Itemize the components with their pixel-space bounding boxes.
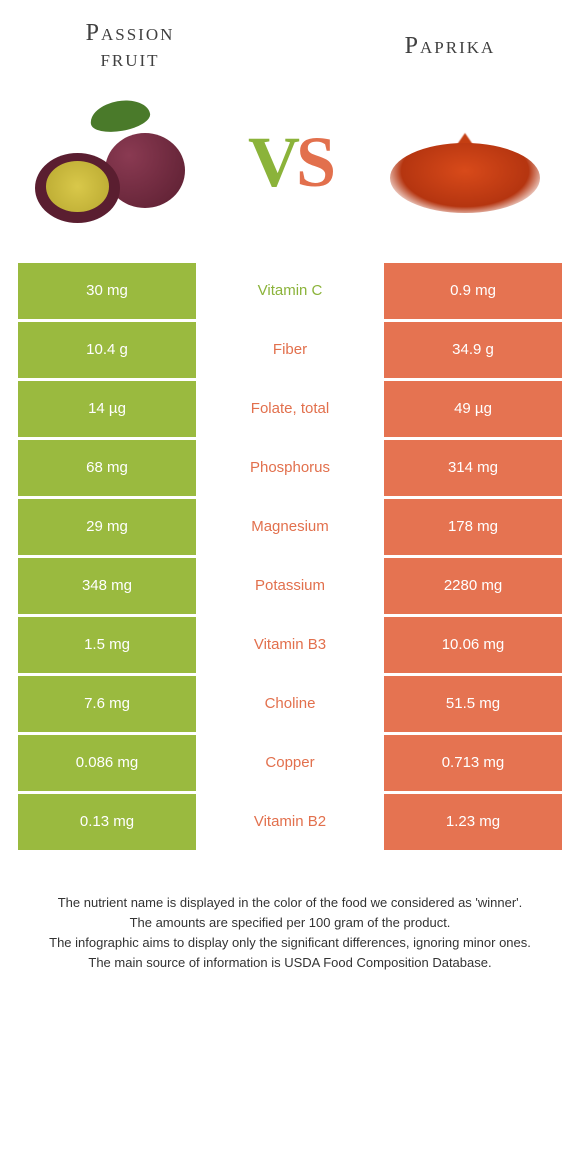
right-value: 49 µg (384, 381, 562, 437)
nutrient-label: Potassium (196, 558, 384, 614)
vs-s: S (296, 122, 332, 202)
left-title-line2: fruit (100, 46, 159, 72)
right-food-title: Paprika (360, 33, 540, 59)
nutrient-label: Vitamin B2 (196, 794, 384, 850)
left-value: 68 mg (18, 440, 196, 496)
hero-row: VS (0, 83, 580, 263)
nutrient-label: Fiber (196, 322, 384, 378)
passion-fruit-image (30, 93, 200, 233)
left-value: 30 mg (18, 263, 196, 319)
left-title-line1: Passion (86, 20, 175, 46)
footnote-1: The nutrient name is displayed in the co… (24, 893, 556, 913)
right-value: 314 mg (384, 440, 562, 496)
nutrient-label: Vitamin C (196, 263, 384, 319)
right-value: 51.5 mg (384, 676, 562, 732)
right-value: 2280 mg (384, 558, 562, 614)
footnote-3: The infographic aims to display only the… (24, 933, 556, 953)
nutrient-label: Copper (196, 735, 384, 791)
table-row: 1.5 mgVitamin B310.06 mg (18, 617, 562, 673)
table-row: 0.13 mgVitamin B21.23 mg (18, 794, 562, 850)
right-value: 0.713 mg (384, 735, 562, 791)
left-value: 10.4 g (18, 322, 196, 378)
right-value: 1.23 mg (384, 794, 562, 850)
nutrient-label: Magnesium (196, 499, 384, 555)
table-row: 29 mgMagnesium178 mg (18, 499, 562, 555)
table-row: 30 mgVitamin C0.9 mg (18, 263, 562, 319)
left-value: 0.13 mg (18, 794, 196, 850)
header: Passion fruit Paprika (0, 0, 580, 83)
table-row: 7.6 mgCholine51.5 mg (18, 676, 562, 732)
right-value: 34.9 g (384, 322, 562, 378)
left-value: 29 mg (18, 499, 196, 555)
left-food-title: Passion fruit (40, 20, 220, 73)
nutrient-label: Choline (196, 676, 384, 732)
table-row: 14 µgFolate, total49 µg (18, 381, 562, 437)
table-row: 0.086 mgCopper0.713 mg (18, 735, 562, 791)
table-row: 68 mgPhosphorus314 mg (18, 440, 562, 496)
left-value: 14 µg (18, 381, 196, 437)
right-value: 10.06 mg (384, 617, 562, 673)
nutrient-label: Folate, total (196, 381, 384, 437)
left-value: 348 mg (18, 558, 196, 614)
right-value: 0.9 mg (384, 263, 562, 319)
vs-label: VS (248, 121, 332, 204)
vs-v: V (248, 122, 296, 202)
footnotes: The nutrient name is displayed in the co… (0, 853, 580, 974)
footnote-2: The amounts are specified per 100 gram o… (24, 913, 556, 933)
right-value: 178 mg (384, 499, 562, 555)
comparison-table: 30 mgVitamin C0.9 mg10.4 gFiber34.9 g14 … (0, 263, 580, 850)
table-row: 348 mgPotassium2280 mg (18, 558, 562, 614)
paprika-image (380, 93, 550, 233)
left-value: 0.086 mg (18, 735, 196, 791)
left-value: 1.5 mg (18, 617, 196, 673)
left-value: 7.6 mg (18, 676, 196, 732)
footnote-4: The main source of information is USDA F… (24, 953, 556, 973)
nutrient-label: Vitamin B3 (196, 617, 384, 673)
table-row: 10.4 gFiber34.9 g (18, 322, 562, 378)
nutrient-label: Phosphorus (196, 440, 384, 496)
